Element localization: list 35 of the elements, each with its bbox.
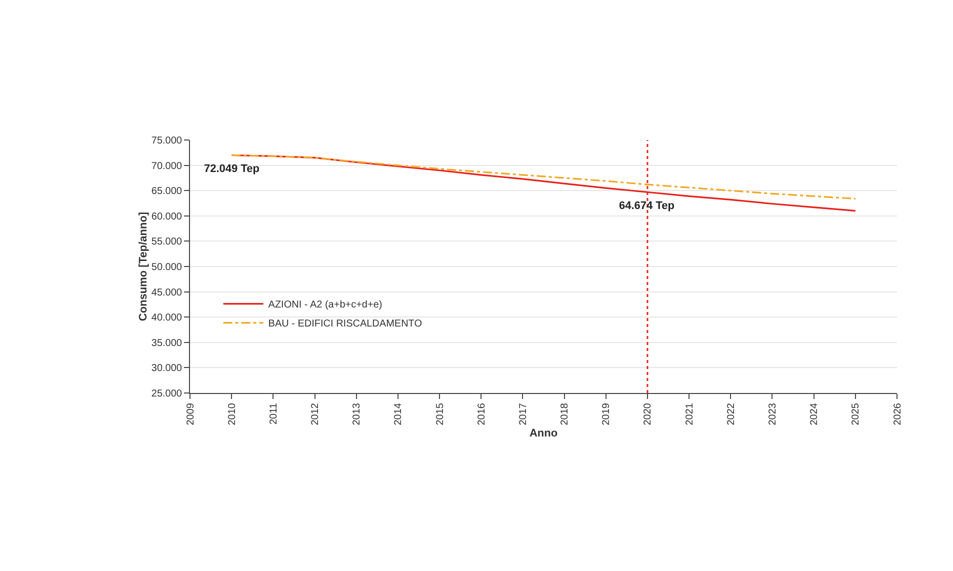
y-tick-label: 40.000 bbox=[151, 312, 182, 324]
y-tick-label: 30.000 bbox=[151, 363, 182, 374]
y-axis-title: Consumo [Tep/anno] bbox=[137, 212, 150, 322]
x-tick-label: 2011 bbox=[268, 402, 280, 425]
x-tick-label: 2010 bbox=[226, 402, 238, 426]
x-tick-label: 2025 bbox=[850, 402, 862, 426]
annotation: 72.049 Tep bbox=[204, 163, 260, 175]
y-tick-label: 45.000 bbox=[151, 287, 182, 298]
x-axis-title: Anno bbox=[529, 427, 558, 440]
y-tick-label: 75.000 bbox=[151, 136, 182, 146]
y-tick-label: 55.000 bbox=[151, 236, 182, 248]
x-tick-label: 2022 bbox=[726, 402, 737, 426]
x-tick-label: 2018 bbox=[560, 402, 571, 426]
annotation: 64.674 Tep bbox=[619, 200, 675, 212]
x-tick-label: 2020 bbox=[642, 402, 654, 426]
x-tick-label: 2021 bbox=[684, 402, 696, 426]
legend-label: AZIONI - A2 (a+b+c+d+e) bbox=[268, 300, 382, 311]
y-tick-label: 25.000 bbox=[151, 388, 182, 400]
x-tick-label: 2017 bbox=[518, 402, 529, 426]
y-tick-label: 70.000 bbox=[151, 160, 182, 172]
x-tick-label: 2026 bbox=[892, 402, 904, 426]
x-tick-label: 2024 bbox=[809, 402, 820, 426]
y-tick-label: 60.000 bbox=[151, 211, 182, 222]
x-tick-label: 2015 bbox=[434, 402, 446, 426]
y-tick-label: 35.000 bbox=[151, 338, 182, 349]
x-tick-label: 2019 bbox=[601, 402, 612, 426]
y-tick-label: 65.000 bbox=[151, 186, 182, 198]
x-tick-label: 2013 bbox=[352, 402, 363, 426]
legend-label: BAU - EDIFICI RISCALDAMENTO bbox=[268, 318, 422, 330]
x-tick-label: 2023 bbox=[767, 402, 778, 426]
x-tick-label: 2012 bbox=[310, 402, 322, 426]
y-tick-label: 50.000 bbox=[151, 262, 182, 273]
x-tick-label: 2009 bbox=[185, 402, 196, 426]
x-tick-label: 2016 bbox=[476, 402, 488, 426]
x-tick-label: 2014 bbox=[393, 402, 404, 426]
